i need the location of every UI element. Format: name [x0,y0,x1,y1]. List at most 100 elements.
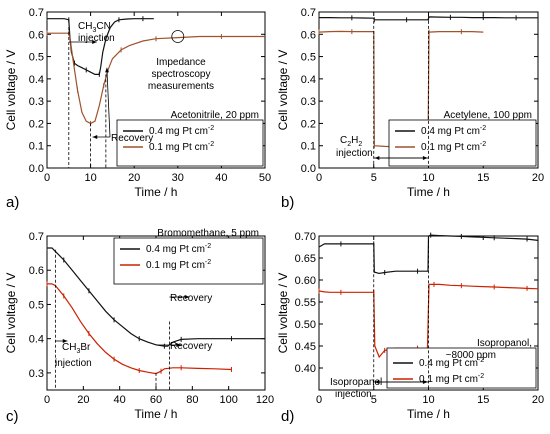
y-tick-label: 0.5 [29,299,44,311]
legend-entry: 0.1 mg Pt cm-2 [146,259,211,271]
annotation-isopropanol-injection: injection [335,389,372,400]
x-tick-label: 0 [44,172,50,184]
x-tick-label: 40 [215,172,227,184]
annotation-ch3cn: CH3CN [78,21,111,34]
x-tick-label: 20 [128,172,140,184]
y-tick-label: 0.6 [29,265,44,277]
y-tick-label: 0.5 [301,52,316,64]
x-tick-label: 40 [114,394,126,406]
legend-box [386,347,537,389]
y-tick-label: 0.1 [29,141,44,153]
y-tick-label: 0.40 [295,363,316,375]
legend-title: Bromomethane, 5 ppm [157,228,259,239]
legend-entry: 0.1 mg Pt cm-2 [421,141,486,153]
legend-title: Acetylene, 100 ppm [444,110,532,121]
y-axis-label: Cell voltage / V [276,50,290,131]
arrowhead [184,295,190,299]
annotation-ch3br-injection: injection [55,358,92,369]
panel-a: 0 10 20 30 40 50 0.0 0.1 0.2 0.3 0.4 0.5 0.6 0.7 Time … [4,7,271,211]
annotation-recovery-a: Recovery [111,133,153,144]
panel-label: a) [6,194,19,211]
y-tick-label: 0.7 [29,7,44,19]
x-tick-label: 5 [371,394,377,406]
panel-label: d) [281,408,294,425]
x-tick-label: 30 [172,172,184,184]
legend-entry: 0.4 mg Pt cm-2 [421,125,486,137]
arrowhead [62,339,68,343]
x-axis-label: Time / h [407,407,450,421]
x-tick-label: 0 [316,172,322,184]
legend-subtitle: ~8000 ppm [446,350,496,361]
x-tick-label: 10 [422,172,434,184]
annotation-isopropanol: Isopropanol [330,377,382,388]
legend-title: Isopropanol, [477,338,532,349]
annotation-spectroscopy: spectroscopy [152,69,211,80]
y-tick-label: 0.50 [295,319,316,331]
legend-entry: 0.4 mg Pt cm-2 [419,357,484,369]
arrowhead [422,380,428,384]
x-tick-label: 100 [219,394,237,406]
legend-entry: 0.4 mg Pt cm-2 [146,243,211,255]
annotation-recovery-c1: Recovery [170,293,212,304]
series-line-04 [318,234,539,275]
panel-d: 0 5 10 15 20 0.40 0.45 0.50 0.55 0.60 0.65 0.70 Time… [276,231,544,425]
y-axis-label: Cell voltage / V [4,50,18,131]
y-tick-label: 0.3 [301,96,316,108]
y-tick-label: 0.4 [29,334,44,346]
arrowhead [92,40,97,44]
series-line-04 [47,247,265,347]
x-tick-label: 50 [259,172,271,184]
x-axis-label: Time / h [135,185,178,199]
x-tick-label: 80 [186,394,198,406]
x-axis-label: Time / h [135,407,178,421]
arrowhead [374,380,380,384]
series-line-04 [47,18,154,75]
y-tick-label: 0.4 [29,74,44,86]
panel-c: 0 20 40 60 80 100 120 0.3 0.4 0.5 0.6 0.7 Time / h Ce… [4,228,274,425]
legend-entry: 0.1 mg Pt cm-2 [419,373,484,385]
y-tick-label: 0.2 [29,118,44,130]
x-tick-label: 5 [371,172,377,184]
annotation-c2h2: C2H2 [340,135,362,148]
arrowhead [105,67,110,73]
y-tick-label: 0.3 [29,96,44,108]
series-line-01 [47,283,232,375]
annotation-arrow [106,67,111,138]
y-tick-label: 0.60 [295,275,316,287]
legend-entry: 0.1 mg Pt cm-2 [149,141,214,153]
x-tick-label: 120 [256,394,274,406]
annotation-measurements: measurements [148,81,214,92]
y-tick-label: 0.7 [301,7,316,19]
y-tick-label: 0.65 [295,253,316,265]
y-tick-label: 0.6 [301,29,316,41]
x-tick-label: 0 [316,394,322,406]
impedance-marker-circle [171,30,185,43]
x-tick-label: 20 [77,394,89,406]
x-tick-label: 10 [422,394,434,406]
annotation-ch3br: CH3Br [62,342,91,355]
legend-title: Acetonitrile, 20 ppm [171,110,259,121]
y-tick-label: 0.5 [29,52,44,64]
annotation-recovery-c2: Recovery [170,341,212,352]
legend-entry: 0.4 mg Pt cm-2 [149,125,214,137]
annotation-c2h2-injection: injection [336,148,373,159]
y-tick-label: 0.6 [29,29,44,41]
y-tick-label: 0.70 [295,231,316,243]
arrowhead [374,156,380,160]
y-tick-label: 0.3 [29,368,44,380]
annotation-impedance: Impedance [156,57,206,68]
y-tick-label: 0.55 [295,297,316,309]
x-tick-label: 10 [84,172,96,184]
y-axis-label: Cell voltage / V [4,273,18,354]
y-tick-label: 0.45 [295,341,316,353]
y-tick-label: 0.2 [301,118,316,130]
panel-label: b) [281,194,294,211]
arrowhead [422,156,428,160]
x-tick-label: 20 [532,394,544,406]
series-line-01 [47,32,265,125]
y-axis-label: Cell voltage / V [276,273,290,354]
x-tick-label: 20 [532,172,544,184]
x-tick-label: 15 [477,394,489,406]
x-tick-label: 60 [150,394,162,406]
